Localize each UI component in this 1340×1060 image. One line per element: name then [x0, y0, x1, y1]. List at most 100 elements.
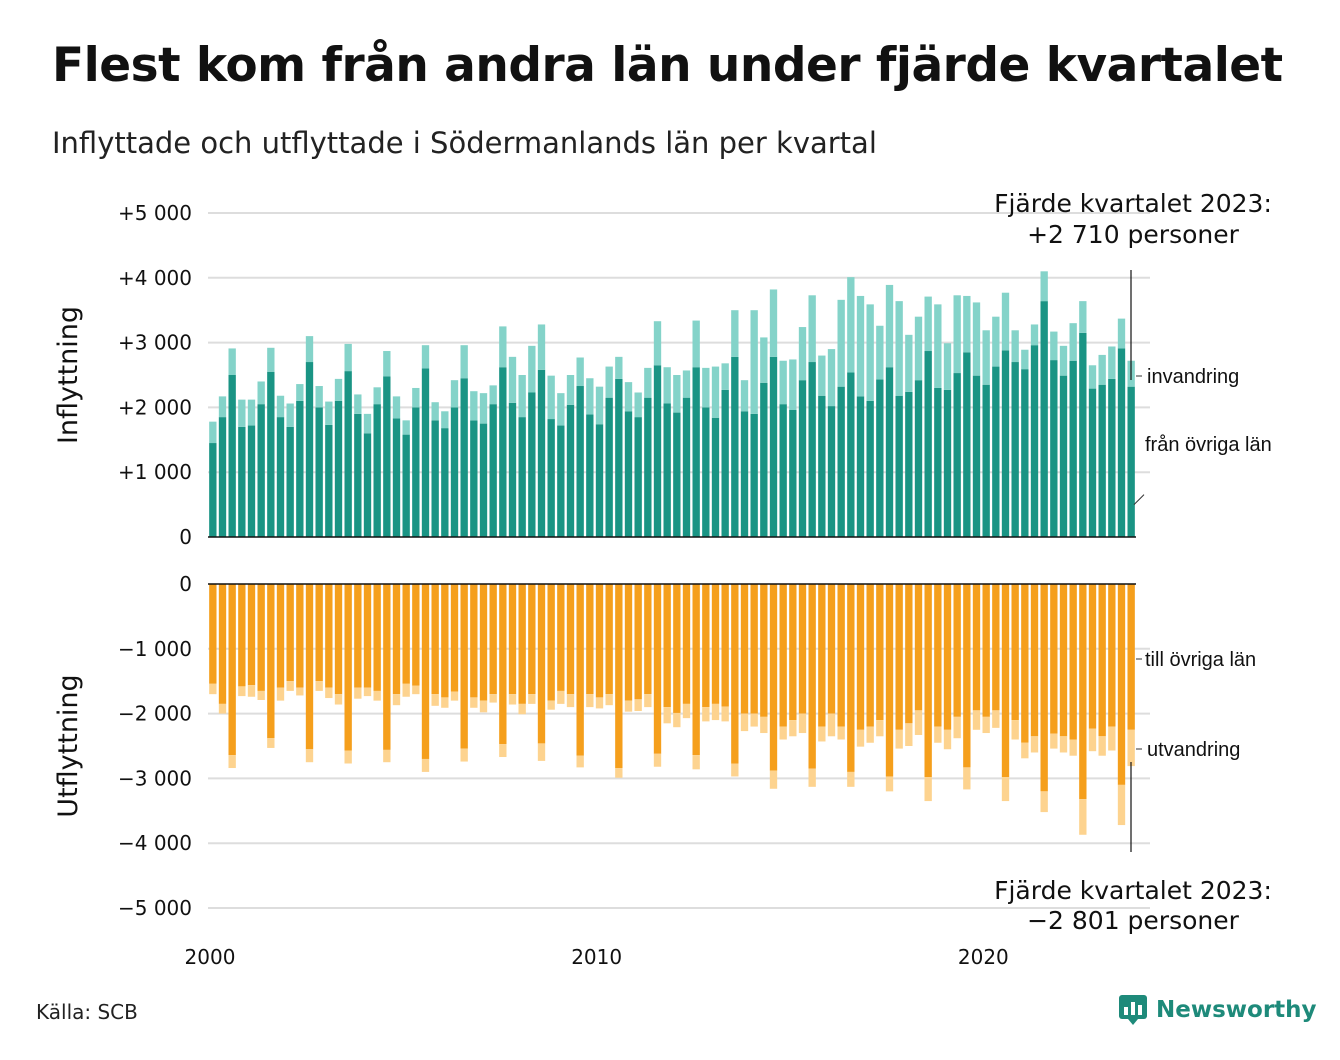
bar-till-ovriga-lan [1127, 584, 1135, 730]
bar-fran-ovriga-lan [431, 420, 439, 537]
bar-till-ovriga-lan [615, 584, 623, 769]
bar-fran-ovriga-lan [644, 397, 652, 537]
bar-till-ovriga-lan [905, 584, 913, 724]
bar-fran-ovriga-lan [624, 411, 633, 537]
bar-till-ovriga-lan [663, 584, 671, 708]
bar-utvandring [837, 726, 845, 740]
bar-invandring [1011, 330, 1019, 363]
bar-utvandring [1059, 736, 1068, 753]
bar-utvandring [711, 703, 720, 721]
bar-invandring [760, 337, 768, 383]
bar-utvandring [1079, 799, 1087, 835]
bar-utvandring [1030, 736, 1039, 753]
bar-fran-ovriga-lan [673, 412, 681, 537]
bar-invandring [953, 295, 961, 374]
bar-invandring [363, 413, 372, 434]
bar-till-ovriga-lan [1117, 584, 1126, 785]
bar-utvandring [286, 681, 294, 691]
bar-till-ovriga-lan [363, 584, 372, 688]
bar-fran-ovriga-lan [847, 372, 855, 537]
bar-fran-ovriga-lan [305, 362, 314, 537]
bar-till-ovriga-lan [653, 584, 662, 754]
bar-till-ovriga-lan [276, 584, 285, 688]
y-tick-label: 0 [179, 572, 192, 596]
bar-fran-ovriga-lan [286, 426, 294, 537]
bar-till-ovriga-lan [1069, 584, 1077, 740]
bar-utvandring [1098, 736, 1106, 756]
bar-till-ovriga-lan [789, 584, 797, 721]
bar-fran-ovriga-lan [992, 366, 1000, 537]
legend-till-ovriga-lan: till övriga län [1145, 649, 1256, 671]
bar-fran-ovriga-lan [721, 389, 729, 537]
y-tick-label: +2 000 [118, 395, 192, 419]
bar-till-ovriga-lan [624, 584, 633, 701]
bar-utvandring [885, 776, 894, 792]
bar-utvandring [537, 743, 546, 761]
bar-utvandring [808, 768, 816, 787]
bar-invandring [441, 411, 449, 429]
bar-utvandring [972, 710, 981, 730]
bar-utvandring [557, 690, 565, 704]
bar-utvandring [576, 755, 584, 768]
bar-fran-ovriga-lan [895, 395, 903, 537]
bar-till-ovriga-lan [837, 584, 845, 727]
bar-till-ovriga-lan [334, 584, 343, 695]
bar-invandring [1040, 271, 1048, 302]
y-tick-label: +5 000 [118, 201, 192, 225]
bar-utvandring [547, 700, 555, 710]
bar-invandring [827, 349, 836, 407]
bar-utvandring [673, 712, 681, 728]
bar-till-ovriga-lan [1098, 584, 1106, 737]
bar-invandring [682, 370, 691, 398]
bar-fran-ovriga-lan [1108, 378, 1116, 537]
label-layer: 0 +1 000 +2 000 +3 000 +4 000 +5 000 Inflyttni… [53, 189, 1272, 969]
bar-invandring [866, 304, 874, 401]
bar-utvandring [267, 738, 275, 748]
bar-utvandring [615, 768, 623, 778]
bar-fran-ovriga-lan [363, 433, 372, 537]
bar-utvandring [769, 770, 778, 789]
bar-till-ovriga-lan [267, 584, 275, 739]
bar-invandring [692, 320, 700, 368]
bar-fran-ovriga-lan [943, 389, 952, 537]
annotation-top-line1: Fjärde kvartalet 2023: [994, 189, 1272, 218]
bar-till-ovriga-lan [634, 584, 642, 700]
y-tick-label: 0 [179, 525, 192, 549]
bar-fran-ovriga-lan [1059, 375, 1068, 537]
bar-till-ovriga-lan [847, 584, 855, 772]
bar-till-ovriga-lan [943, 584, 952, 730]
bar-till-ovriga-lan [692, 584, 700, 756]
annotation-bottom-line1: Fjärde kvartalet 2023: [994, 876, 1272, 905]
y-tick-label: −3 000 [118, 766, 192, 790]
bar-utvandring [605, 694, 613, 706]
bar-invandring [1050, 331, 1058, 361]
bar-fran-ovriga-lan [769, 356, 778, 537]
bar-fran-ovriga-lan [615, 378, 623, 537]
bar-layer [209, 271, 1135, 835]
bar-utvandring [421, 758, 430, 772]
bar-utvandring [383, 749, 391, 763]
bar-utvandring [692, 755, 700, 770]
bar-fran-ovriga-lan [296, 400, 304, 537]
bar-till-ovriga-lan [721, 584, 729, 707]
bar-till-ovriga-lan [1001, 584, 1010, 778]
bar-fran-ovriga-lan [924, 351, 932, 537]
bar-fran-ovriga-lan [663, 403, 671, 537]
bar-fran-ovriga-lan [470, 420, 478, 537]
bar-invandring [905, 334, 913, 392]
bar-fran-ovriga-lan [247, 425, 256, 537]
bar-utvandring [789, 720, 797, 737]
bar-till-ovriga-lan [1050, 584, 1058, 734]
bar-utvandring [1108, 726, 1116, 751]
bar-till-ovriga-lan [605, 584, 613, 695]
bar-invandring [914, 316, 923, 381]
bar-invandring [267, 347, 275, 372]
bar-fran-ovriga-lan [760, 382, 768, 537]
bar-fran-ovriga-lan [1088, 388, 1097, 537]
bar-invandring [876, 325, 884, 380]
bar-fran-ovriga-lan [344, 371, 352, 537]
bar-invandring [383, 351, 391, 377]
bar-invandring [276, 395, 285, 418]
bar-invandring [808, 295, 816, 363]
bar-fran-ovriga-lan [789, 409, 797, 537]
